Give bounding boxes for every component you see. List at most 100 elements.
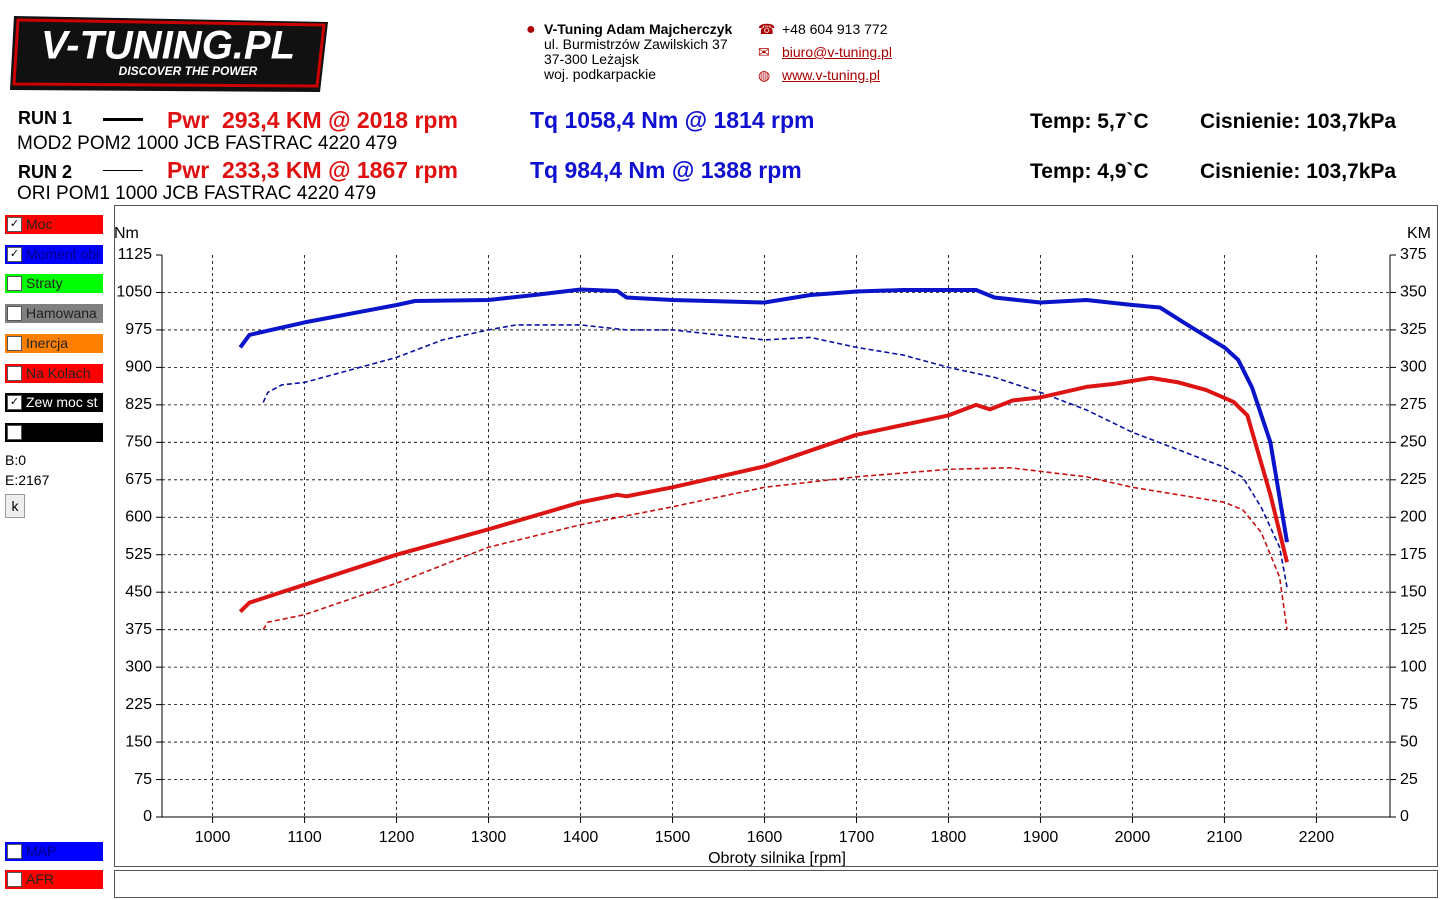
- pin-icon: ●: [526, 21, 536, 38]
- y2-tick-label: 0: [1400, 808, 1409, 825]
- contact: ● V-Tuning Adam Majcherczyk ul. Burmistr…: [526, 21, 892, 202]
- run-power: Pwr 293,4 KM @ 2018 rpm: [167, 107, 458, 133]
- run-torque: Tq 984,4 Nm @ 1388 rpm: [530, 157, 802, 183]
- y2-tick-label: 300: [1400, 359, 1427, 376]
- y2-tick-label: 350: [1400, 284, 1427, 301]
- channel-toggle[interactable]: ✓ Moment obr: [5, 244, 103, 264]
- x-tick-label: 1000: [195, 829, 231, 846]
- checkbox[interactable]: [7, 424, 22, 440]
- logo-text: V-TUNING.PL: [41, 24, 295, 68]
- run-line: [103, 170, 143, 171]
- channel-label: MAP: [26, 843, 57, 859]
- y2-tick-label: 175: [1400, 546, 1427, 563]
- status-box: [114, 870, 1438, 898]
- website[interactable]: www.v-tuning.pl: [782, 67, 881, 83]
- channel-toggle[interactable]: Hamowana: [5, 304, 103, 324]
- run-description: ORI POM1 1000 JCB FASTRAC 4220 479: [17, 183, 377, 204]
- x-tick-label: 1500: [655, 829, 691, 846]
- y-tick-label: 1050: [116, 284, 152, 301]
- channel-toggle[interactable]: ✓ Zew moc st: [5, 393, 103, 413]
- checkbox[interactable]: ✓: [7, 246, 22, 262]
- series-line: [262, 324, 1288, 588]
- channel-label: AFR: [26, 871, 54, 887]
- y-tick-label: 150: [125, 733, 152, 750]
- mail-icon: ✉: [758, 44, 770, 60]
- y-tick-label: 525: [125, 546, 152, 563]
- button[interactable]: k: [5, 494, 25, 518]
- company: V-Tuning Adam Majcherczyk: [544, 21, 733, 37]
- series-line: [262, 467, 1288, 631]
- channel-toggle[interactable]: ✓ Moc: [5, 215, 103, 234]
- channel-toggle[interactable]: Straty: [5, 274, 103, 294]
- x-tick-label: 1200: [379, 829, 415, 846]
- address: 37-300 Leżajsk: [544, 51, 639, 67]
- checkbox[interactable]: [7, 306, 22, 322]
- logo: V-TUNING.PL DISCOVER THE POWER: [10, 16, 328, 92]
- y2-tick-label: 100: [1400, 658, 1427, 675]
- checkbox[interactable]: [7, 335, 22, 351]
- channel-label: Zew moc st: [26, 394, 98, 411]
- channel-toggle[interactable]: Inercja: [5, 333, 103, 353]
- begin: B:0: [5, 452, 27, 468]
- phone-icon: ☎: [758, 21, 776, 37]
- y-tick-label: 300: [125, 658, 152, 675]
- run-pressure: Cisnienie: 103,7kPa: [1200, 110, 1397, 133]
- checkbox[interactable]: [7, 872, 22, 887]
- run-torque: Tq 1058,4 Nm @ 1814 rpm: [530, 107, 815, 133]
- run-line: [103, 118, 143, 121]
- channel-label: Na Kolach: [26, 364, 91, 381]
- channel-label: Moment obr: [26, 245, 101, 262]
- y-tick-label: 975: [125, 321, 152, 338]
- y2-tick-label: 375: [1400, 246, 1427, 263]
- address: ul. Burmistrzów Zawilskich 37: [544, 36, 728, 52]
- y-axis-label: Nm: [114, 225, 139, 242]
- phone: +48 604 913 772: [782, 21, 888, 37]
- x-tick-label: 1400: [563, 829, 599, 846]
- address: woj. podkarpackie: [544, 66, 657, 82]
- y2-axis-label: KM: [1407, 225, 1431, 242]
- y-tick-label: 0: [143, 808, 152, 825]
- y-tick-label: 750: [125, 434, 152, 451]
- checkbox[interactable]: ✓: [7, 217, 22, 232]
- checkbox[interactable]: [7, 276, 22, 292]
- y-tick-label: 375: [125, 621, 152, 638]
- checkbox[interactable]: [7, 844, 22, 859]
- web-icon: ◍: [758, 67, 771, 83]
- channel-toggle[interactable]: Na Kolach: [5, 363, 103, 383]
- x-tick-label: 1300: [471, 829, 507, 846]
- series-line: [238, 287, 1289, 543]
- end: E:2167: [5, 472, 50, 488]
- y2-tick-label: 125: [1400, 621, 1427, 638]
- x-tick-label: 1100: [287, 829, 322, 846]
- channel-toggle[interactable]: AFR: [5, 870, 103, 889]
- email[interactable]: biuro@v-tuning.pl: [782, 44, 892, 60]
- y2-tick-label: 25: [1400, 771, 1418, 788]
- channel-toggle[interactable]: MAP: [5, 842, 103, 861]
- y-tick-label: 450: [125, 583, 152, 600]
- y2-tick-label: 225: [1400, 471, 1427, 488]
- run-temp: Temp: 5,7`C: [1030, 110, 1149, 133]
- y-tick-label: 1125: [118, 246, 153, 263]
- channel-toggle[interactable]: [5, 422, 103, 442]
- x-axis-label: Obroty silnika [rpm]: [708, 850, 846, 867]
- x-tick-label: 2200: [1299, 829, 1335, 846]
- run-power: Pwr 233,3 KM @ 1867 rpm: [167, 157, 458, 183]
- y2-tick-label: 275: [1400, 396, 1427, 413]
- y-tick-label: 825: [125, 396, 152, 413]
- y2-tick-label: 50: [1400, 733, 1418, 750]
- y2-tick-label: 75: [1400, 696, 1418, 713]
- channel-label: Straty: [26, 275, 63, 292]
- checkbox[interactable]: ✓: [7, 395, 22, 411]
- y2-tick-label: 325: [1400, 321, 1427, 338]
- logo-slogan: DISCOVER THE POWER: [119, 64, 258, 78]
- y-tick-label: 225: [125, 696, 152, 713]
- y2-tick-label: 150: [1400, 583, 1427, 600]
- y2-tick-label: 250: [1400, 434, 1427, 451]
- y-tick-label: 900: [125, 359, 152, 376]
- run-label: RUN 2: [18, 162, 73, 182]
- run-label: RUN 1: [18, 108, 73, 128]
- run-pressure: Cisnienie: 103,7kPa: [1200, 160, 1397, 183]
- run-temp: Temp: 4,9`C: [1030, 160, 1149, 183]
- checkbox[interactable]: [7, 365, 22, 381]
